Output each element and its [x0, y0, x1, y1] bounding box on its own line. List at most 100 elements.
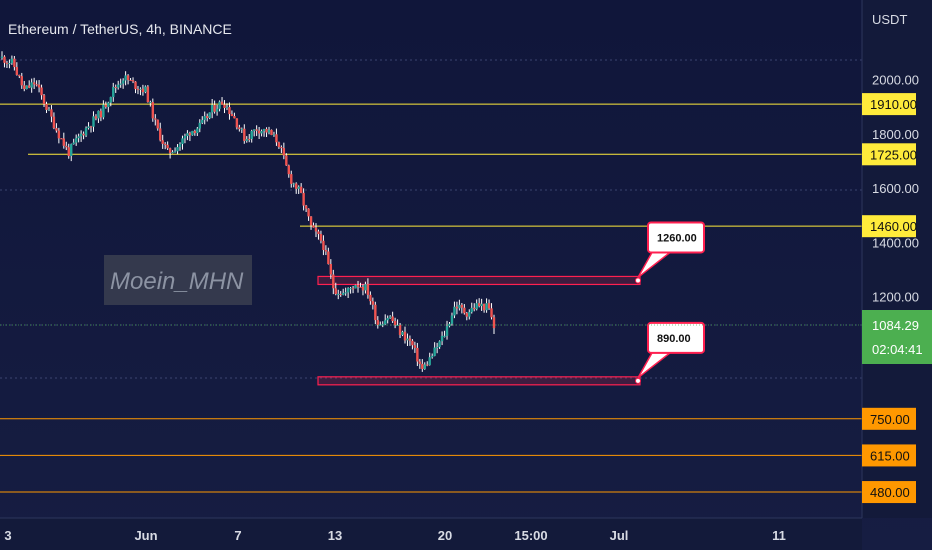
candle	[482, 303, 486, 313]
time-axis[interactable]: 3 Jun 7 13 20 15:00 Jul 11	[0, 517, 862, 550]
candle	[173, 147, 177, 153]
candle	[349, 286, 352, 294]
candle	[30, 78, 33, 93]
candle	[238, 124, 241, 132]
candle	[52, 112, 56, 130]
x-tick-label: Jul	[610, 528, 629, 543]
zone-1260.00: 1260.00	[317, 221, 705, 286]
candle	[361, 284, 365, 296]
candle	[70, 143, 73, 162]
candle	[131, 77, 135, 84]
callout-box	[647, 321, 705, 354]
candle	[0, 51, 4, 60]
candle	[156, 119, 159, 131]
candle	[8, 59, 11, 69]
candle	[193, 129, 197, 136]
y-tick-label: 1400.00	[872, 235, 919, 250]
candle	[5, 60, 9, 69]
candle	[97, 110, 100, 123]
candle	[203, 111, 206, 125]
y-tick-label: 2000.00	[872, 73, 919, 88]
candle	[248, 134, 251, 143]
candle	[40, 84, 43, 100]
candle	[104, 101, 108, 109]
candle	[418, 358, 422, 369]
candle	[129, 77, 132, 82]
candle	[186, 130, 189, 141]
candle	[37, 80, 41, 93]
price-axis[interactable]: USDT 2000.00 1800.00 1600.00 1400.00 1200.00…	[861, 0, 932, 518]
candle	[220, 97, 224, 105]
candle	[275, 128, 278, 146]
candle	[317, 229, 320, 240]
candle	[171, 150, 174, 154]
candle	[319, 230, 323, 244]
candle	[322, 235, 325, 256]
candle	[228, 102, 231, 120]
candle	[233, 112, 236, 119]
candle	[468, 309, 471, 320]
candle	[299, 183, 303, 194]
candle	[15, 62, 19, 76]
candle	[92, 111, 95, 132]
candle	[408, 335, 412, 346]
candle	[255, 125, 258, 136]
candle	[448, 321, 451, 328]
candle	[117, 80, 120, 90]
candle	[72, 138, 75, 145]
candle	[327, 247, 330, 265]
candle	[235, 118, 239, 130]
candle	[411, 339, 414, 350]
y-tick-label: 1200.00	[872, 290, 919, 305]
candle	[285, 153, 288, 166]
candle	[60, 138, 63, 140]
currency-label: USDT	[872, 12, 907, 27]
price-tag-text: 1725.00	[870, 147, 917, 162]
candle	[297, 185, 300, 194]
candle	[262, 128, 266, 137]
candle	[183, 133, 187, 144]
candle	[74, 134, 78, 146]
candle	[453, 301, 456, 319]
candle	[391, 311, 394, 323]
last-price-tag: 1084.29 02:04:41	[862, 310, 932, 364]
candle	[312, 222, 315, 228]
candle	[398, 322, 402, 339]
candle	[149, 100, 152, 107]
candle	[77, 133, 80, 143]
candle	[376, 316, 379, 329]
candle	[292, 182, 295, 188]
candle	[102, 100, 105, 120]
candle	[307, 208, 310, 221]
candle	[168, 147, 172, 159]
candle	[364, 281, 367, 294]
candle	[295, 182, 298, 194]
candle	[139, 87, 142, 96]
last-price-value: 1084.29	[872, 318, 919, 333]
candle	[13, 56, 16, 71]
zone-anchor	[635, 377, 641, 384]
candle	[470, 302, 473, 314]
candle	[166, 141, 169, 150]
candle	[393, 317, 397, 329]
candle	[485, 298, 488, 313]
candle	[87, 122, 90, 130]
price-tag-text: 480.00	[870, 485, 910, 500]
candle	[428, 352, 431, 366]
candle	[50, 105, 53, 123]
zone-box	[317, 376, 641, 386]
candle	[354, 284, 357, 289]
candle	[359, 282, 362, 288]
candle	[413, 341, 417, 353]
candle	[351, 285, 355, 294]
candle	[210, 98, 214, 119]
price-tag-text: 615.00	[870, 448, 910, 463]
price-tag-1910.00: 1910.00	[862, 93, 917, 116]
zone-anchor	[635, 277, 641, 284]
candle	[146, 85, 150, 103]
candle	[159, 122, 162, 142]
candle	[112, 82, 115, 102]
x-tick-label: 13	[328, 528, 342, 543]
candle	[302, 188, 305, 211]
